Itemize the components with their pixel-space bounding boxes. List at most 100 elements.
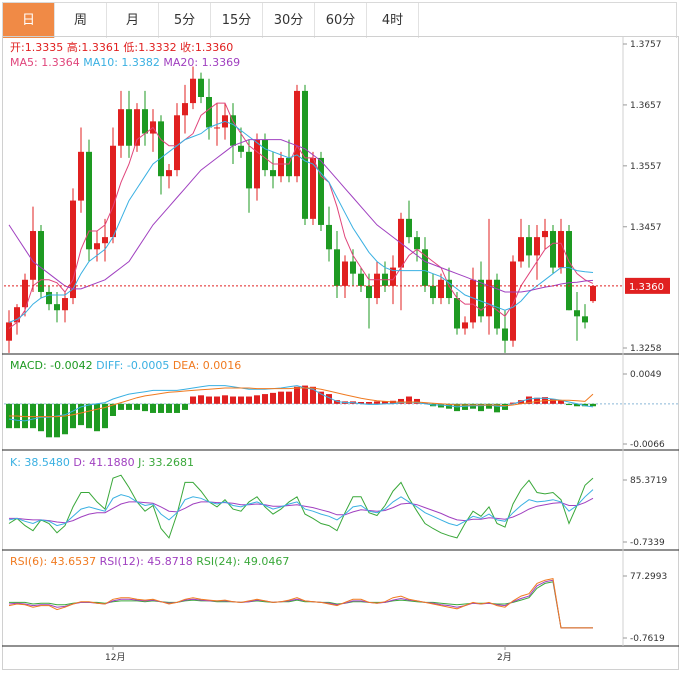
kdj-tick-0: 85.3719 bbox=[630, 476, 667, 486]
macd-bar-10 bbox=[86, 403, 92, 429]
candle-body-44 bbox=[358, 273, 364, 286]
candle-body-12 bbox=[102, 237, 108, 244]
dif-line bbox=[8, 385, 594, 422]
candle-body-5 bbox=[46, 291, 52, 305]
legend-ma-item-0: MA5: 1.3364 bbox=[10, 56, 83, 69]
candle-body-8 bbox=[70, 200, 76, 299]
macd-bar-49 bbox=[398, 398, 404, 404]
candle-body-58 bbox=[470, 279, 476, 323]
current-price-label: 1.3360 bbox=[629, 282, 664, 293]
candle-body-2 bbox=[22, 279, 28, 308]
macd-bar-7 bbox=[62, 403, 68, 435]
candle-body-31 bbox=[254, 139, 260, 189]
macd-bar-23 bbox=[190, 396, 196, 404]
macd-bar-72 bbox=[582, 403, 588, 407]
candle-body-71 bbox=[574, 310, 580, 317]
candle-body-43 bbox=[350, 261, 356, 274]
macd-bar-20 bbox=[166, 403, 172, 413]
candle-body-29 bbox=[238, 145, 244, 152]
macd-bar-66 bbox=[534, 397, 540, 404]
price-tick-2: 1.3557 bbox=[630, 162, 662, 172]
candle-body-72 bbox=[582, 316, 588, 323]
price-tick-1: 1.3657 bbox=[630, 101, 662, 111]
macd-bar-68 bbox=[550, 398, 556, 404]
macd-bar-21 bbox=[174, 403, 180, 413]
legend-kdj-item-1: D: 41.1880 bbox=[73, 456, 138, 469]
candle-body-14 bbox=[118, 109, 124, 146]
candle-body-73 bbox=[590, 285, 596, 302]
candle-body-21 bbox=[174, 115, 180, 171]
candle-body-37 bbox=[302, 90, 308, 219]
macd-panel: 0.0049 -0.0066 bbox=[4, 370, 678, 450]
tab-3[interactable]: 5分 bbox=[159, 3, 211, 38]
macd-bar-14 bbox=[118, 403, 124, 410]
macd-bar-63 bbox=[510, 402, 516, 404]
candle-body-54 bbox=[438, 279, 444, 299]
legend-ma-item-1: MA10: 1.3382 bbox=[83, 56, 163, 69]
tab-2[interactable]: 月 bbox=[107, 3, 159, 38]
candle-body-34 bbox=[278, 157, 284, 177]
ma10-line bbox=[8, 120, 594, 323]
tab-4[interactable]: 15分 bbox=[211, 3, 263, 38]
price-tick-3: 1.3457 bbox=[630, 223, 662, 233]
legend-ma: MA5: 1.3364 MA10: 1.3382 MA20: 1.3369 bbox=[10, 56, 240, 69]
macd-bar-40 bbox=[326, 394, 332, 404]
macd-bar-47 bbox=[382, 401, 388, 404]
macd-bar-61 bbox=[494, 403, 500, 413]
macd-bar-15 bbox=[126, 403, 132, 410]
candle-body-51 bbox=[414, 237, 420, 250]
price-tick-5: 1.3258 bbox=[630, 344, 662, 354]
k-line bbox=[8, 489, 594, 527]
macd-bar-69 bbox=[558, 400, 564, 404]
candle-body-66 bbox=[534, 237, 540, 256]
tab-1[interactable]: 周 bbox=[55, 3, 107, 38]
candle-body-17 bbox=[142, 109, 148, 134]
macd-bar-27 bbox=[222, 395, 228, 404]
macd-bar-12 bbox=[102, 403, 108, 429]
candle-body-10 bbox=[86, 151, 92, 250]
candle-body-35 bbox=[286, 157, 292, 177]
candle-body-39 bbox=[318, 157, 324, 225]
x-tick-0: 12月 bbox=[105, 652, 125, 663]
candle-body-24 bbox=[198, 78, 204, 98]
x-axis: 12月 2月 bbox=[105, 646, 512, 663]
macd-bar-73 bbox=[590, 403, 596, 407]
macd-tick-1: -0.0066 bbox=[630, 440, 665, 450]
macd-bar-65 bbox=[526, 396, 532, 404]
legend-ohlc-item-1: 高:1.3361 bbox=[67, 40, 124, 54]
macd-bar-29 bbox=[238, 396, 244, 404]
legend-macd-item-0: MACD: -0.0042 bbox=[10, 359, 96, 372]
tab-5[interactable]: 30分 bbox=[263, 3, 315, 38]
candle-body-52 bbox=[422, 249, 428, 286]
macd-bar-8 bbox=[70, 403, 76, 429]
tab-0[interactable]: 日 bbox=[3, 3, 55, 38]
macd-bar-35 bbox=[286, 391, 292, 404]
legend-rsi-item-1: RSI(12): 45.8718 bbox=[100, 555, 197, 568]
price-tick-0: 1.3757 bbox=[630, 40, 662, 50]
macd-bar-28 bbox=[230, 396, 236, 404]
candle-body-22 bbox=[182, 103, 188, 116]
macd-bar-44 bbox=[358, 402, 364, 404]
legend-ohlc-item-0: 开:1.3335 bbox=[10, 41, 67, 54]
candle-body-63 bbox=[510, 261, 516, 341]
legend-ma-item-2: MA20: 1.3369 bbox=[163, 56, 240, 69]
legend-kdj: K: 38.5480 D: 41.1880 J: 33.2681 bbox=[10, 456, 194, 469]
candle-body-11 bbox=[94, 243, 100, 250]
price-panel: 1.3360 1.3757 1.3657 1.3557 1.3457 1.3258 bbox=[4, 40, 670, 354]
legend-macd-item-2: DEA: 0.0016 bbox=[173, 359, 241, 372]
candle-body-48 bbox=[390, 267, 396, 286]
tab-7[interactable]: 4时 bbox=[367, 3, 419, 38]
ma5-line bbox=[8, 102, 594, 329]
macd-bar-31 bbox=[254, 395, 260, 404]
candle-body-41 bbox=[334, 249, 340, 286]
macd-bar-41 bbox=[334, 400, 340, 404]
candle-body-65 bbox=[526, 237, 532, 256]
macd-bar-58 bbox=[470, 403, 476, 409]
macd-bar-9 bbox=[78, 403, 84, 426]
candle-body-53 bbox=[430, 285, 436, 299]
tab-6[interactable]: 60分 bbox=[315, 3, 367, 38]
macd-bar-71 bbox=[574, 403, 580, 407]
legend-kdj-item-0: K: 38.5480 bbox=[10, 456, 73, 469]
candle-body-38 bbox=[310, 157, 316, 219]
legend-ohlc: 开:1.3335 高:1.3361 低:1.3332 收:1.3360 bbox=[10, 40, 233, 54]
